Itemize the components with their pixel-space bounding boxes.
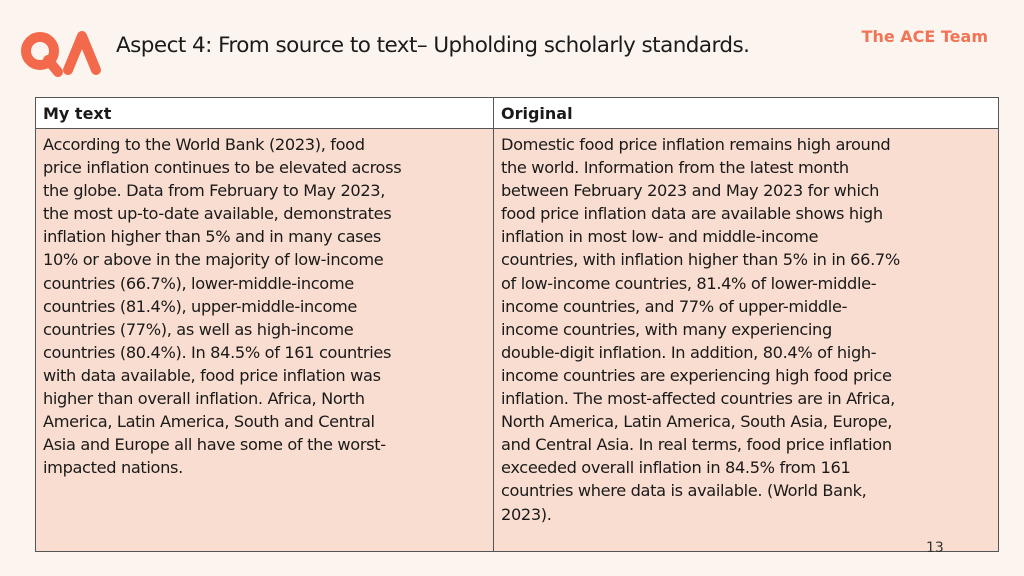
my-text-line: the most up-to-date available, demonstra… — [43, 204, 392, 224]
my-text-line: 10% or above in the majority of low-inco… — [43, 250, 384, 270]
original-line: food price inflation data are available … — [501, 204, 883, 224]
brand-label: The ACE Team — [861, 27, 988, 46]
original-line: exceeded overall inflation in 84.5% from… — [501, 458, 851, 478]
original-line: North America, Latin America, South Asia… — [501, 412, 893, 432]
table-body-row: According to the World Bank (2023), food… — [36, 129, 998, 551]
header-my-text: My text — [36, 98, 494, 128]
original-line: 2023). — [501, 504, 552, 524]
original-cell: Domestic food price inflation remains hi… — [494, 129, 998, 551]
header-original: Original — [501, 104, 573, 123]
my-text-line: higher than overall inflation. Africa, N… — [43, 389, 365, 409]
my-text-line: countries (66.7%), lower-middle-income — [43, 273, 354, 293]
my-text-line: with data available, food price inflatio… — [43, 365, 381, 385]
page-number: 13 — [926, 540, 944, 556]
my-text-line: countries (80.4%). In 84.5% of 161 count… — [43, 342, 392, 362]
my-text-line: America, Latin America, South and Centra… — [43, 412, 375, 432]
original-line: income countries, with many experiencing — [501, 319, 832, 339]
original-line: between February 2023 and May 2023 for w… — [501, 181, 880, 201]
my-text-line: price inflation continues to be elevated… — [43, 158, 402, 178]
my-text-line: inflation higher than 5% and in many cas… — [43, 227, 381, 247]
qa-logo — [21, 31, 101, 77]
original-line: inflation. The most-affected countries a… — [501, 389, 895, 409]
my-text-line: According to the World Bank (2023), food — [43, 135, 365, 154]
original-line: income countries are experiencing high f… — [501, 365, 892, 385]
slide-title: Aspect 4: From source to text– Upholding… — [116, 33, 750, 58]
my-text-cell: According to the World Bank (2023), food… — [36, 129, 494, 551]
original-line: income countries, and 77% of upper-middl… — [501, 296, 848, 316]
my-text-line: Asia and Europe all have some of the wor… — [43, 435, 386, 455]
original-line: countries where data is available. (Worl… — [501, 481, 867, 501]
original-line: of low-income countries, 81.4% of lower-… — [501, 273, 877, 293]
original-line: and Central Asia. In real terms, food pr… — [501, 435, 892, 455]
my-text-line: the globe. Data from February to May 202… — [43, 181, 386, 201]
my-text-line: impacted nations. — [43, 458, 183, 478]
original-line: the world. Information from the latest m… — [501, 158, 849, 178]
original-line: countries, with inflation higher than 5%… — [501, 250, 900, 270]
my-text-line: countries (81.4%), upper-middle-income — [43, 296, 358, 316]
original-line: double-digit inflation. In addition, 80.… — [501, 342, 877, 362]
my-text-line: countries (77%), as well as high-income — [43, 319, 354, 339]
original-line: inflation in most low- and middle-income — [501, 227, 819, 247]
comparison-table: My text Original According to the World … — [35, 97, 999, 552]
table-header-row: My text Original — [36, 98, 998, 129]
original-line: Domestic food price inflation remains hi… — [501, 135, 891, 154]
